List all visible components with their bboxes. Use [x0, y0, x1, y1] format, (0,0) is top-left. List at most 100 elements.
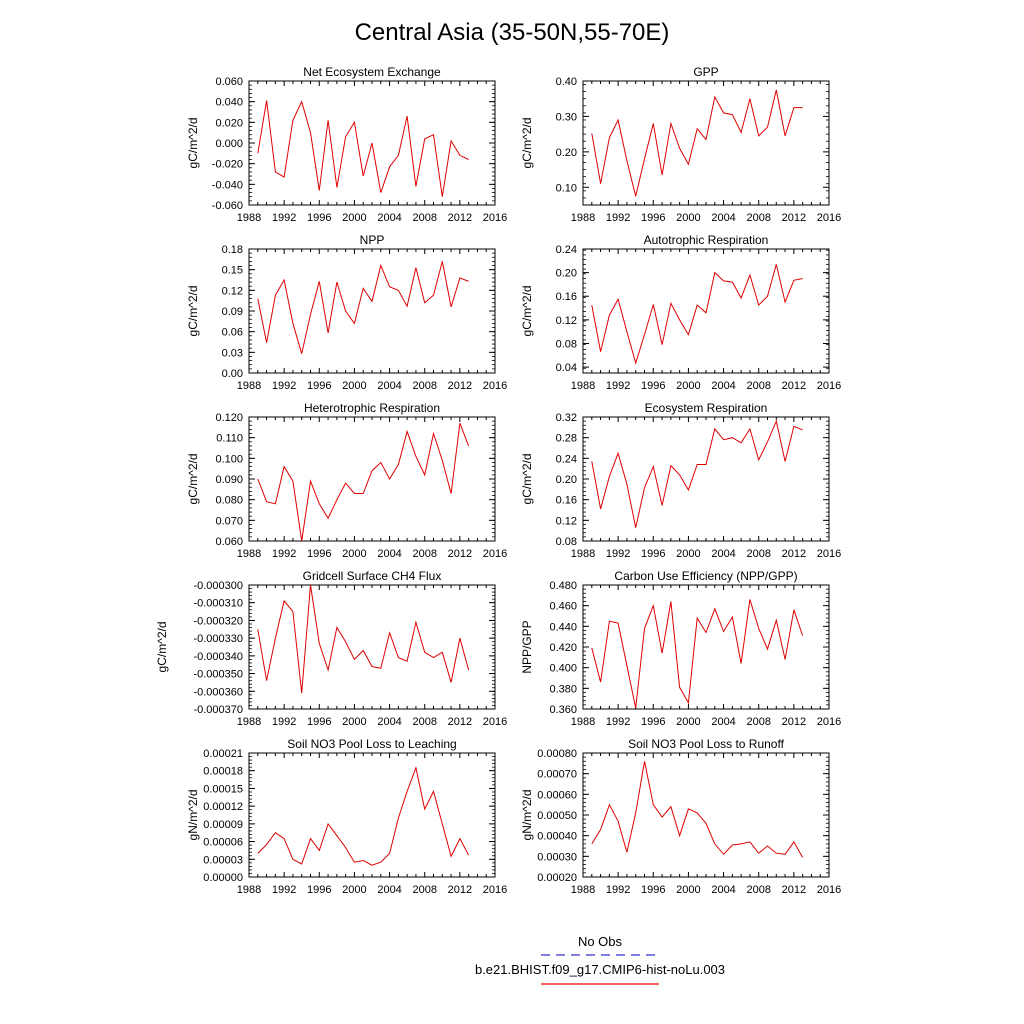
- x-tick-label: 1992: [606, 884, 630, 896]
- y-tick-label: -0.000350: [193, 669, 243, 681]
- x-tick-label: 2008: [412, 380, 436, 392]
- panel-title: Soil NO3 Pool Loss to Leaching: [287, 737, 456, 751]
- panels: Net Ecosystem Exchange gC/m^2/d 1988 1992 19…: [155, 65, 841, 896]
- y-tick-label: 0.40: [556, 76, 577, 88]
- panel-title: Net Ecosystem Exchange: [303, 65, 441, 79]
- x-tick-label: 1996: [641, 212, 665, 224]
- panel-title: Heterotrophic Respiration: [304, 401, 440, 415]
- y-tick-label: 0.20: [556, 268, 577, 280]
- x-tick-label: 2016: [483, 884, 507, 896]
- x-tick-label: 1988: [237, 212, 261, 224]
- y-tick-label: 0.10: [556, 182, 577, 194]
- x-tick-label: 2012: [782, 884, 806, 896]
- y-tick-label: 0.110: [216, 433, 243, 445]
- x-tick-label: 1992: [272, 884, 296, 896]
- plot-frame: [248, 248, 496, 374]
- y-axis-label: gC/m^2/d: [155, 622, 169, 673]
- x-tick-label: 1996: [307, 884, 331, 896]
- x-tick-label: 1988: [571, 716, 595, 728]
- y-tick-label: -0.060: [212, 200, 243, 212]
- x-tick-label: 2004: [711, 212, 735, 224]
- series-line: [591, 419, 803, 528]
- x-tick-label: 2008: [746, 548, 770, 560]
- y-tick-label: -0.000310: [193, 598, 243, 610]
- y-tick-label: 0.120: [215, 412, 243, 424]
- y-tick-label: 0.00012: [203, 801, 243, 813]
- y-tick-label: 0.00006: [203, 837, 243, 849]
- chart-panel: Soil NO3 Pool Loss to Runoff gN/m^2/d 1988…: [520, 737, 841, 896]
- y-tick-label: -0.000300: [193, 580, 243, 592]
- x-tick-label: 2012: [448, 380, 472, 392]
- x-tick-label: 2000: [676, 716, 700, 728]
- y-tick-label: 0.18: [222, 244, 243, 256]
- y-tick-label: 0.400: [549, 663, 577, 675]
- x-tick-label: 2004: [377, 884, 401, 896]
- x-tick-label: 1996: [307, 212, 331, 224]
- y-axis-label: gC/m^2/d: [520, 118, 534, 169]
- series-line: [257, 261, 469, 354]
- y-axis-label: gC/m^2/d: [520, 454, 534, 505]
- y-tick-label: 0.460: [549, 601, 577, 613]
- y-tick-label: 0.09: [222, 306, 243, 318]
- panel-title: Carbon Use Efficiency (NPP/GPP): [614, 569, 797, 583]
- x-tick-label: 2000: [676, 380, 700, 392]
- y-tick-label: 0.100: [215, 453, 243, 465]
- panel-title: GPP: [693, 65, 718, 79]
- y-tick-label: -0.000370: [193, 704, 243, 716]
- x-tick-label: 2008: [412, 212, 436, 224]
- x-tick-label: 2000: [342, 212, 366, 224]
- y-tick-label: 0.00018: [203, 766, 243, 778]
- panel-title: Autotrophic Respiration: [644, 233, 769, 247]
- plot-frame: [582, 584, 830, 710]
- x-tick-label: 2004: [711, 548, 735, 560]
- x-tick-label: 1996: [307, 548, 331, 560]
- y-tick-label: 0.080: [215, 495, 243, 507]
- x-tick-label: 2008: [746, 380, 770, 392]
- y-tick-label: 0.24: [556, 244, 577, 256]
- chart-panel: NPP gC/m^2/d 1988 1992 1996 2000 2004 2008 2012 2…: [186, 233, 507, 392]
- chart-panel: Ecosystem Respiration gC/m^2/d 1988 1992 199…: [520, 401, 841, 560]
- x-tick-label: 1992: [606, 548, 630, 560]
- x-tick-label: 1996: [641, 380, 665, 392]
- y-tick-label: 0.08: [556, 536, 577, 548]
- x-tick-label: 1988: [237, 716, 261, 728]
- x-tick-label: 2016: [817, 212, 841, 224]
- x-tick-label: 2016: [483, 716, 507, 728]
- chart-panel: GPP gC/m^2/d 1988 1992 1996 2000 2004 2008 2012 2…: [520, 65, 841, 224]
- y-tick-label: 0.00021: [203, 748, 243, 760]
- y-tick-label: 0.060: [215, 76, 243, 88]
- y-tick-label: -0.000320: [193, 615, 243, 627]
- y-tick-label: 0.00030: [537, 851, 577, 863]
- x-tick-label: 1992: [606, 212, 630, 224]
- panel-title: Soil NO3 Pool Loss to Runoff: [628, 737, 785, 751]
- series-line: [257, 423, 470, 542]
- x-tick-label: 2000: [676, 884, 700, 896]
- x-tick-label: 2016: [483, 380, 507, 392]
- x-tick-label: 2016: [817, 548, 841, 560]
- x-tick-label: 2004: [377, 212, 401, 224]
- y-tick-label: -0.020: [212, 159, 243, 171]
- y-tick-label: 0.020: [215, 117, 243, 129]
- y-tick-label: 0.00015: [203, 783, 243, 795]
- y-tick-label: 0.12: [222, 285, 243, 297]
- x-tick-label: 2008: [412, 716, 436, 728]
- x-tick-label: 1988: [571, 380, 595, 392]
- x-tick-label: 1992: [606, 716, 630, 728]
- y-tick-label: 0.00050: [537, 810, 577, 822]
- x-tick-label: 2012: [782, 716, 806, 728]
- plot-frame: [582, 80, 830, 206]
- chart-panel: Heterotrophic Respiration gC/m^2/d 1988 199…: [186, 401, 507, 560]
- x-tick-label: 1992: [272, 380, 296, 392]
- y-tick-label: 0.090: [215, 474, 243, 486]
- x-tick-label: 2004: [711, 380, 735, 392]
- x-tick-label: 2000: [342, 884, 366, 896]
- y-tick-label: 0.04: [556, 362, 577, 374]
- x-tick-label: 2008: [746, 212, 770, 224]
- y-axis-label: gC/m^2/d: [186, 286, 200, 337]
- y-tick-label: 0.20: [556, 147, 577, 159]
- x-tick-label: 2012: [448, 884, 472, 896]
- x-tick-label: 2012: [782, 212, 806, 224]
- legend-obs-label: No Obs: [578, 934, 623, 949]
- x-tick-label: 2004: [711, 884, 735, 896]
- x-tick-label: 1996: [641, 548, 665, 560]
